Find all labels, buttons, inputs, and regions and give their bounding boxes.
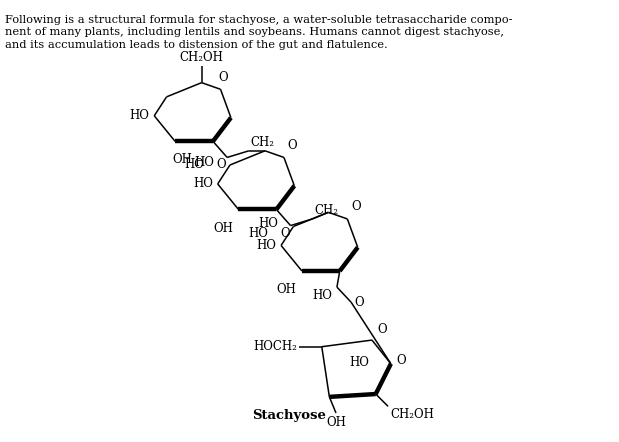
Text: HO: HO [256, 239, 276, 252]
Text: O: O [351, 200, 361, 213]
Text: OH: OH [326, 416, 346, 429]
Text: CH₂OH: CH₂OH [180, 51, 223, 64]
Text: HO: HO [193, 177, 213, 191]
Text: HO: HO [313, 289, 332, 302]
Text: HO: HO [248, 227, 268, 240]
Text: OH: OH [213, 222, 233, 235]
Text: OH: OH [276, 283, 297, 296]
Text: O: O [397, 354, 406, 367]
Text: O: O [219, 71, 228, 84]
Text: OH: OH [172, 152, 192, 166]
Text: CH₂: CH₂ [314, 204, 338, 217]
Text: Following is a structural formula for stachyose, a water-soluble tetrasaccharide: Following is a structural formula for st… [5, 15, 513, 50]
Text: HO: HO [350, 356, 370, 370]
Text: HO: HO [258, 217, 279, 230]
Text: O: O [288, 139, 297, 152]
Text: O: O [280, 226, 290, 240]
Text: CH₂OH: CH₂OH [391, 408, 435, 421]
Text: HOCH₂: HOCH₂ [253, 340, 297, 353]
Text: Stachyose: Stachyose [252, 409, 326, 423]
Text: HO: HO [129, 109, 150, 122]
Text: HO: HO [194, 156, 214, 169]
Text: O: O [378, 323, 387, 336]
Text: O: O [354, 296, 363, 309]
Text: HO: HO [184, 159, 204, 171]
Text: CH₂: CH₂ [251, 136, 275, 149]
Text: O: O [217, 158, 226, 171]
